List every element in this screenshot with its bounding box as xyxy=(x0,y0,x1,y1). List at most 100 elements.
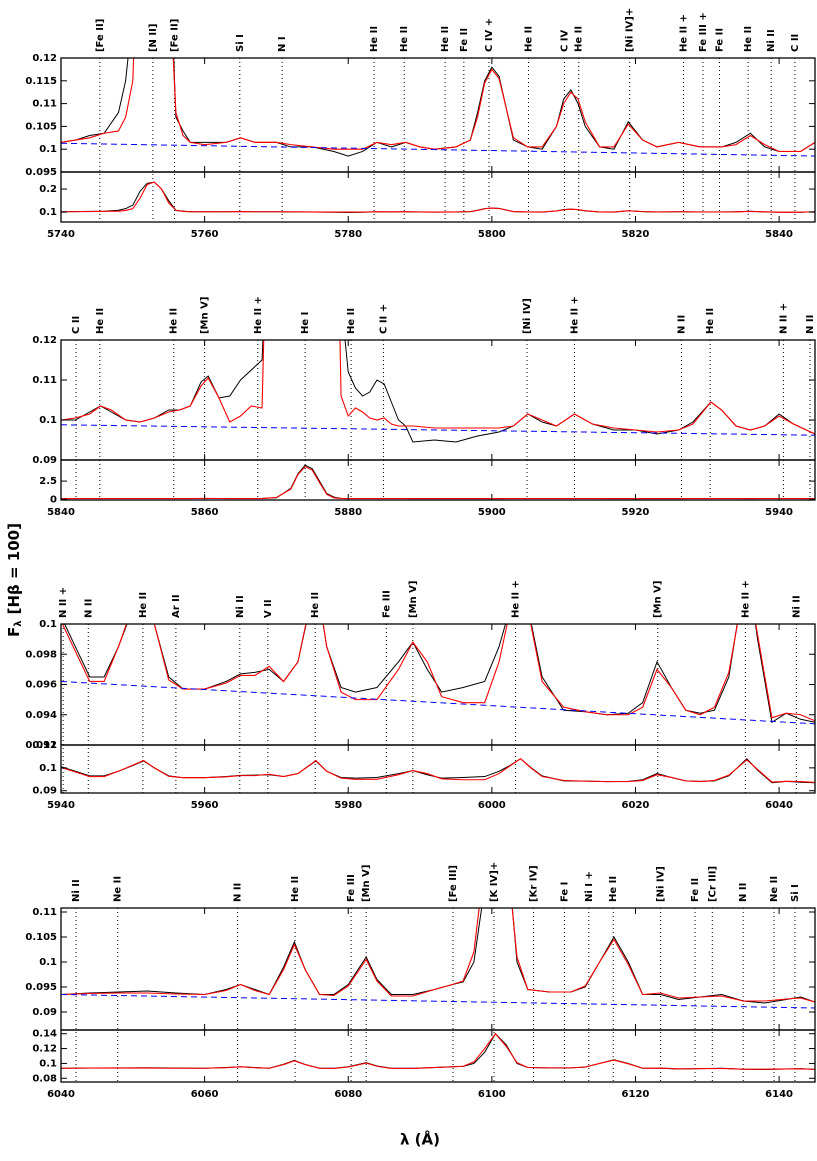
line-label: He I xyxy=(300,312,311,334)
line-label: [Mn V] xyxy=(200,297,211,334)
line-label: Ne II xyxy=(113,876,124,902)
continuum-line xyxy=(61,142,815,157)
line-label: [Mn V] xyxy=(408,581,419,618)
y-tick-label: 0.1 xyxy=(39,207,57,218)
spectrum-line xyxy=(61,624,815,722)
plot-frame xyxy=(60,1029,816,1083)
y-tick-label: 0.11 xyxy=(32,375,57,386)
line-label: He II xyxy=(369,26,380,52)
line-label: [Ni IV] xyxy=(522,298,533,334)
line-label: C IV xyxy=(559,29,570,52)
line-label: N II xyxy=(233,883,244,902)
y-tick-label: 0.1 xyxy=(39,619,57,630)
spectrum-line xyxy=(61,758,815,784)
line-label: He II xyxy=(574,26,585,52)
x-tick-label: 6060 xyxy=(191,1089,219,1100)
y-tick-label: 0.11 xyxy=(32,740,57,751)
line-label: He II xyxy=(310,592,321,618)
x-tick-label: 5900 xyxy=(478,507,506,518)
y-tick-label: 0.1 xyxy=(39,1058,57,1069)
x-tick-label: 6020 xyxy=(622,800,650,811)
x-tick-label: 6140 xyxy=(765,1089,793,1100)
x-tick-label: 5860 xyxy=(191,507,219,518)
x-tick-label: 6040 xyxy=(47,1089,75,1100)
line-label: N II xyxy=(83,599,94,618)
spectrum-line xyxy=(61,340,815,435)
line-label: He II xyxy=(346,308,357,334)
x-tick-label: 5820 xyxy=(622,229,650,240)
line-label: He II + xyxy=(253,296,264,334)
y-tick-label: 0.09 xyxy=(32,786,57,797)
plot-area xyxy=(61,181,815,213)
x-tick-label: 5840 xyxy=(47,507,75,518)
line-label: Fe II xyxy=(714,28,725,52)
y-tick-label: 0.096 xyxy=(25,680,57,691)
y-tick-label: 0.098 xyxy=(25,649,57,660)
line-label: [Cr III] xyxy=(707,866,718,902)
line-label: Ne II xyxy=(769,876,780,902)
x-tick-label: 5740 xyxy=(47,229,75,240)
spectrum-line xyxy=(61,465,815,500)
y-tick-label: 0.095 xyxy=(25,982,57,993)
line-label: Fe II xyxy=(459,28,470,52)
x-tick-label: 6120 xyxy=(622,1089,650,1100)
x-tick-label: 6080 xyxy=(334,1089,362,1100)
y-label-text: [Hβ = 100] xyxy=(5,523,23,614)
plot-area xyxy=(61,624,815,725)
line-label: [Ni IV] xyxy=(656,866,667,902)
y-tick-label: 0.09 xyxy=(32,455,57,466)
spectrum-line xyxy=(61,1032,815,1070)
line-label: Fe I xyxy=(559,882,570,902)
line-label: He II + xyxy=(679,14,690,52)
y-tick-label: 0.14 xyxy=(32,1029,57,1040)
line-label: Ni I + xyxy=(584,871,595,902)
panel: C II He II He II [Mn V] He II + He I He II C II… xyxy=(32,296,816,518)
line-label: He II + xyxy=(569,296,580,334)
x-tick-label: 5960 xyxy=(191,800,219,811)
y-label-subscript: λ xyxy=(13,620,24,627)
continuum-line xyxy=(61,424,815,436)
line-label: V II xyxy=(263,599,274,618)
continuum-line xyxy=(61,994,815,1009)
line-label: Ni II xyxy=(766,29,777,52)
line-label: He II xyxy=(523,26,534,52)
line-label: Ni II xyxy=(791,595,802,618)
y-tick-label: 0.1 xyxy=(39,415,57,426)
line-label: [Fe III] xyxy=(448,865,459,902)
x-tick-label: 5980 xyxy=(334,800,362,811)
plot-frame xyxy=(60,744,816,794)
line-label: He II xyxy=(743,26,754,52)
plot-area xyxy=(61,464,815,500)
y-tick-label: 0.09 xyxy=(32,1007,57,1018)
plot-frame xyxy=(60,459,816,501)
y-tick-label: 0.2 xyxy=(39,184,57,195)
y-tick-label: 0 xyxy=(50,494,57,505)
plot-frame xyxy=(60,623,816,746)
line-label: N II + xyxy=(778,303,789,334)
line-label: [N II] xyxy=(148,24,159,52)
spectrum-line xyxy=(61,758,815,784)
plot-area xyxy=(61,1032,815,1071)
plot-area xyxy=(61,340,815,443)
x-tick-label: 5920 xyxy=(622,507,650,518)
x-tick-label: 5780 xyxy=(334,229,362,240)
y-tick-label: 0.1 xyxy=(39,144,57,155)
y-tick-label: 0.12 xyxy=(32,53,57,64)
x-tick-label: 6000 xyxy=(478,800,506,811)
line-label: N II xyxy=(738,883,749,902)
line-label: N II + xyxy=(58,587,69,618)
line-label: Ar II xyxy=(171,594,182,618)
line-label: He II xyxy=(705,308,716,334)
x-tick-label: 6100 xyxy=(478,1089,506,1100)
line-label: He II xyxy=(440,26,451,52)
line-label: [Fe II] xyxy=(169,19,180,52)
line-label: C II xyxy=(790,34,801,52)
x-tick-label: 5940 xyxy=(47,800,75,811)
line-label: He II xyxy=(399,26,410,52)
y-tick-label: 2.5 xyxy=(39,476,57,487)
line-label: Fe II xyxy=(690,878,701,902)
line-label: He II xyxy=(608,876,619,902)
line-label: Fe III xyxy=(346,874,357,902)
